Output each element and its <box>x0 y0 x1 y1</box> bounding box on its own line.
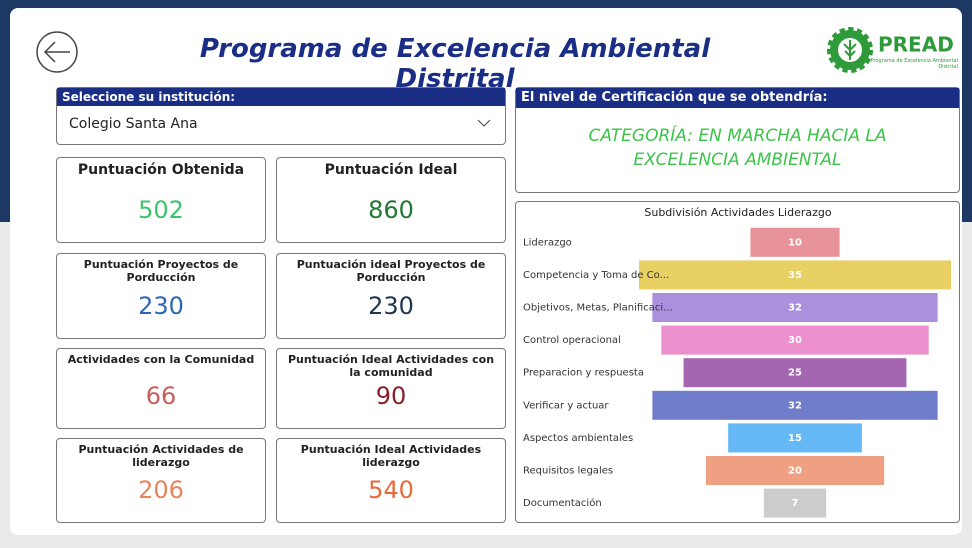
value-label: 25 <box>788 368 802 379</box>
kpi-card: Puntuación Ideal Actividades con la comu… <box>276 348 506 429</box>
funnel-bar <box>750 227 840 257</box>
funnel-chart: Subdivisión Actividades Liderazgo Lidera… <box>523 206 951 518</box>
funnel-bar <box>705 456 885 485</box>
value-label: 15 <box>788 433 802 444</box>
logo-icon <box>827 27 873 73</box>
certification: El nivel de Certificación que se obtendr… <box>515 87 960 193</box>
kpi-card: Puntuación Obtenida 502 <box>56 157 266 243</box>
filter-value[interactable]: Colegio Santa Ana <box>69 116 198 132</box>
kpi-card: Puntuación Ideal Actividades liderazgo 54… <box>276 438 506 523</box>
funnel-bar <box>763 488 827 518</box>
card-value: 230 <box>368 292 414 320</box>
logo-subtitle: Programa de Excelencia Ambiental Distrit… <box>870 58 958 70</box>
card-value: 90 <box>375 382 407 410</box>
filter-label: Seleccione su institución: <box>57 88 505 106</box>
card-title: Puntuación Actividades de liderazgo <box>78 443 244 469</box>
card-title: Puntuación ideal Proyectos de Porducción <box>296 258 486 284</box>
value-label: 35 <box>788 270 802 281</box>
card-title: Puntuación Ideal <box>324 162 458 178</box>
kpi-card: Puntuación Ideal 860 <box>276 157 506 243</box>
certification-label: El nivel de Certificación que se obtendr… <box>516 88 959 108</box>
page-title: Programa de Excelencia Ambiental Distrit… <box>199 34 711 94</box>
card-title: Puntuación Ideal Actividades con la comu… <box>287 353 495 379</box>
logo-text: PREAD <box>878 33 954 57</box>
kpi-card: Puntuación ideal Proyectos de Porducción… <box>276 253 506 339</box>
card-value: 860 <box>368 196 414 224</box>
certification-line: EXCELENCIA AMBIENTAL <box>633 150 842 170</box>
card-title: Puntuación Ideal Actividades liderazgo <box>300 443 482 469</box>
funnel-bar <box>661 325 929 355</box>
category-label: Liderazgo <box>523 237 572 248</box>
value-label: 32 <box>788 400 802 411</box>
value-label: 30 <box>788 335 802 346</box>
chart-box: Subdivisión Actividades Liderazgo Lidera… <box>515 201 960 523</box>
value-label: 7 <box>792 498 799 509</box>
card-value: 540 <box>368 476 414 504</box>
category-label: Verificar y actuar <box>523 400 609 411</box>
funnel-bar <box>683 358 907 388</box>
category-label: Objetivos, Metas, Planificaci... <box>523 303 673 314</box>
funnel-bar <box>728 423 862 453</box>
certification-line: CATEGORÍA: EN MARCHA HACIA LA <box>588 126 887 146</box>
card-value: 206 <box>138 476 184 504</box>
category-label: Competencia y Toma de Co... <box>523 270 669 281</box>
kpi-card: Actividades con la Comunidad 66 <box>56 348 266 429</box>
card-title: Puntuación Proyectos de Porducción <box>83 258 239 284</box>
category-label: Aspectos ambientales <box>523 433 633 444</box>
back-button[interactable] <box>36 31 78 73</box>
kpi-card: Puntuación Actividades de liderazgo 206 <box>56 438 266 523</box>
category-label: Documentación <box>523 497 602 509</box>
kpi-card: Puntuación Proyectos de Porducción 230 <box>56 253 266 339</box>
value-label: 32 <box>788 303 802 314</box>
category-label: Control operacional <box>523 335 621 346</box>
card-title: Puntuación Obtenida <box>77 162 245 178</box>
category-label: Preparacion y respuesta <box>523 368 644 379</box>
category-label: Requisitos legales <box>523 466 613 477</box>
value-label: 10 <box>788 237 802 248</box>
card-value: 502 <box>138 196 184 224</box>
value-label: 20 <box>788 466 802 477</box>
card-title: Actividades con la Comunidad <box>67 353 255 366</box>
chart-title: Subdivisión Actividades Liderazgo <box>644 206 831 219</box>
funnel-bar <box>639 260 951 290</box>
filter: Seleccione su institución: Colegio Santa… <box>56 87 506 145</box>
card-value: 66 <box>145 382 177 410</box>
chevron[interactable] <box>477 118 491 128</box>
card-value: 230 <box>138 292 184 320</box>
funnel-bar <box>652 293 938 322</box>
funnel-bar <box>652 390 938 420</box>
